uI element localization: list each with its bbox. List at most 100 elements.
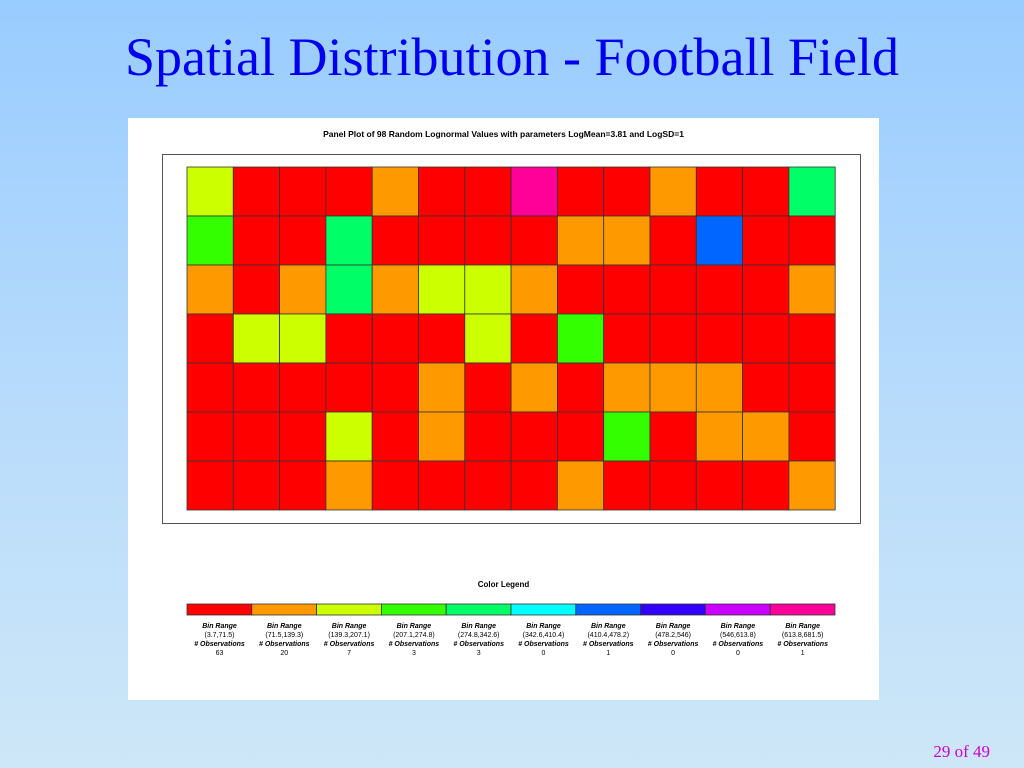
heatmap-cell <box>603 362 651 413</box>
heatmap-cell <box>556 166 605 217</box>
slide-title: Spatial Distribution - Football Field <box>125 27 899 87</box>
heatmap-cell <box>603 313 651 364</box>
heatmap-cell <box>371 313 419 364</box>
legend-bin-range: (274.8,342.6) <box>457 632 500 639</box>
heatmap-cell <box>186 166 234 217</box>
legend-item: Bin Range (71.5,139.3) # Observations 20 <box>252 622 317 658</box>
heatmap-cell <box>649 215 697 266</box>
heatmap-cell <box>788 166 836 217</box>
heatmap-cell <box>186 264 234 315</box>
heatmap-cell <box>325 411 373 462</box>
heatmap-cell <box>186 411 234 462</box>
chart-figure: Panel Plot of 98 Random Lognormal Values… <box>128 118 879 700</box>
legend-obs-count: 0 <box>541 650 546 657</box>
heatmap-cell <box>464 362 512 413</box>
heatmap-cell <box>788 362 836 413</box>
legend-bin-label: Bin Range <box>331 623 367 630</box>
legend-bin-label: Bin Range <box>396 623 432 630</box>
legend-obs-count: 0 <box>735 650 740 657</box>
heatmap-cell <box>325 460 373 511</box>
heatmap-cell <box>279 264 327 315</box>
legend-bin-label: Bin Range <box>526 623 561 630</box>
heatmap-cell <box>649 313 697 364</box>
legend-obs-count: 1 <box>606 650 611 657</box>
heatmap-cell <box>742 460 790 511</box>
heatmap-cell <box>186 215 234 266</box>
legend-obs-count: 3 <box>476 650 481 657</box>
legend-item: Bin Range (139.3,207.1) # Observations 7 <box>317 622 382 658</box>
heatmap-cell <box>510 313 558 364</box>
heatmap-cell <box>695 411 743 462</box>
legend-bin-label: Bin Range <box>590 623 626 630</box>
chart-title: Panel Plot of 98 Random Lognormal Values… <box>323 129 684 139</box>
legend-obs-label: # Observations <box>453 641 504 648</box>
heatmap-cell <box>186 362 234 413</box>
heatmap-cell <box>186 460 234 511</box>
legend-item: Bin Range (546,613.8) # Observations 0 <box>705 622 770 658</box>
legend-title: Color Legend <box>477 580 530 589</box>
heatmap-cell <box>695 313 743 364</box>
legend-swatch <box>705 603 771 616</box>
legend-obs-count: 63 <box>215 650 224 657</box>
legend-obs-label: # Observations <box>388 641 440 648</box>
heatmap-cell <box>603 411 651 462</box>
heatmap-cell <box>649 411 697 462</box>
heatmap-cell <box>603 166 651 217</box>
legend-item: Bin Range (410.4,478.2) # Observations 1 <box>576 622 641 658</box>
legend-obs-label: # Observations <box>323 641 375 648</box>
legend-item: Bin Range (3.7,71.5) # Observations 63 <box>187 622 252 658</box>
heatmap-cell <box>742 215 790 266</box>
legend-swatch <box>316 603 382 616</box>
legend-bin-range: (71.5,139.3) <box>265 632 304 639</box>
heatmap-cell <box>464 313 512 364</box>
heatmap-cell <box>603 264 651 315</box>
heatmap-cell <box>556 362 605 413</box>
heatmap-cell <box>232 215 281 266</box>
legend-obs-label: # Observations <box>712 641 764 648</box>
heatmap-cell <box>418 411 466 462</box>
heatmap-cell <box>232 411 281 462</box>
heatmap-cell <box>279 215 327 266</box>
heatmap-cell <box>279 166 327 217</box>
legend-obs-count: 7 <box>347 650 352 657</box>
heatmap-cell <box>279 460 327 511</box>
heatmap-cell <box>695 215 743 266</box>
page-number: 29 of 49 <box>933 742 990 761</box>
legend-bin-range: (410.4,478.2) <box>587 632 630 639</box>
heatmap-cell <box>464 460 512 511</box>
legend-bin-range: (546,613.8) <box>719 632 756 639</box>
heatmap-cell <box>510 166 558 217</box>
heatmap-cell <box>232 362 281 413</box>
heatmap-cell <box>695 362 743 413</box>
heatmap-cell <box>649 166 697 217</box>
heatmap-cell <box>742 166 790 217</box>
heatmap-cell <box>788 313 836 364</box>
heatmap-cell <box>556 313 605 364</box>
heatmap-cell <box>232 166 281 217</box>
heatmap-cell <box>418 460 466 511</box>
heatmap-cell <box>788 264 836 315</box>
heatmap-cell <box>788 411 836 462</box>
legend-swatch <box>640 603 706 616</box>
heatmap-cell <box>603 460 651 511</box>
heatmap-cell <box>371 460 419 511</box>
heatmap-cell <box>742 264 790 315</box>
legend-swatch <box>186 603 253 616</box>
legend-obs-label: # Observations <box>518 641 569 648</box>
legend-obs-label: # Observations <box>259 641 310 648</box>
heatmap-cell <box>418 313 466 364</box>
heatmap-cell <box>556 411 605 462</box>
heatmap-cell <box>325 362 373 413</box>
heatmap-cell <box>418 215 466 266</box>
heatmap-cell <box>464 264 512 315</box>
heatmap-cell <box>186 313 234 364</box>
heatmap-cell <box>418 264 466 315</box>
heatmap-cell <box>232 264 281 315</box>
legend-obs-count: 20 <box>280 650 289 657</box>
legend-swatch <box>769 603 836 616</box>
heatmap-cell <box>649 264 697 315</box>
legend-bin-range: (207.1,274.8) <box>393 632 435 639</box>
legend-item: Bin Range (613.8,681.5) # Observations 1 <box>770 622 835 658</box>
legend-bin-label: Bin Range <box>266 623 302 630</box>
heatmap-cell <box>464 215 512 266</box>
